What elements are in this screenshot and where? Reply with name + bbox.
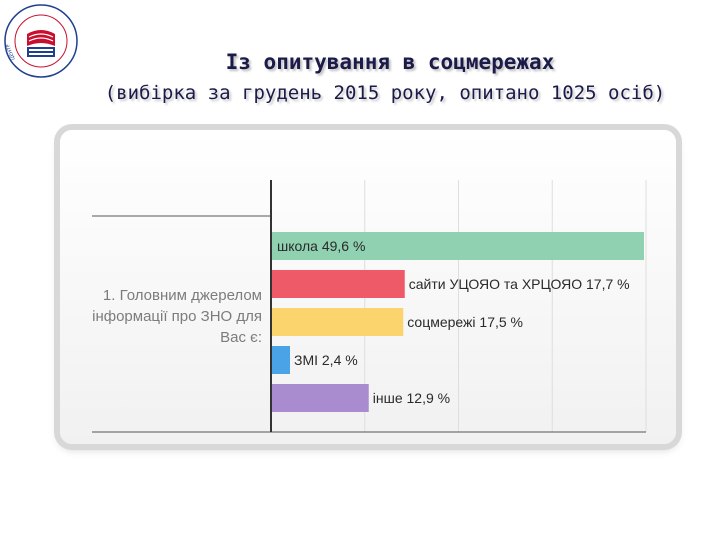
bar-label-2: сайти УЦОЯО та ХРЦОЯО 17,7 % [409, 276, 630, 292]
slide-subtitle: (вибірка за грудень 2015 року, опитано 1… [104, 82, 666, 104]
slide-title: Із опитування в соцмережах [225, 50, 555, 74]
bar-3 [272, 308, 404, 336]
bar-5 [272, 384, 369, 412]
bar-label-4: ЗМІ 2,4 % [294, 352, 358, 368]
svg-text:ЦЕНТР: ЦЕНТР [5, 43, 16, 61]
question-label: 1. Головним джерелом інформації про ЗНО … [92, 287, 262, 346]
organization-logo: ЦЕНТР [4, 4, 78, 78]
bar-label-5: інше 12,9 % [373, 390, 450, 406]
bar-1 [272, 232, 644, 260]
bar-label-1: школа 49,6 % [277, 238, 365, 254]
bar-4 [272, 346, 290, 374]
bar-label-3: соцмережі 17,5 % [407, 314, 523, 330]
bar-2 [272, 270, 405, 298]
